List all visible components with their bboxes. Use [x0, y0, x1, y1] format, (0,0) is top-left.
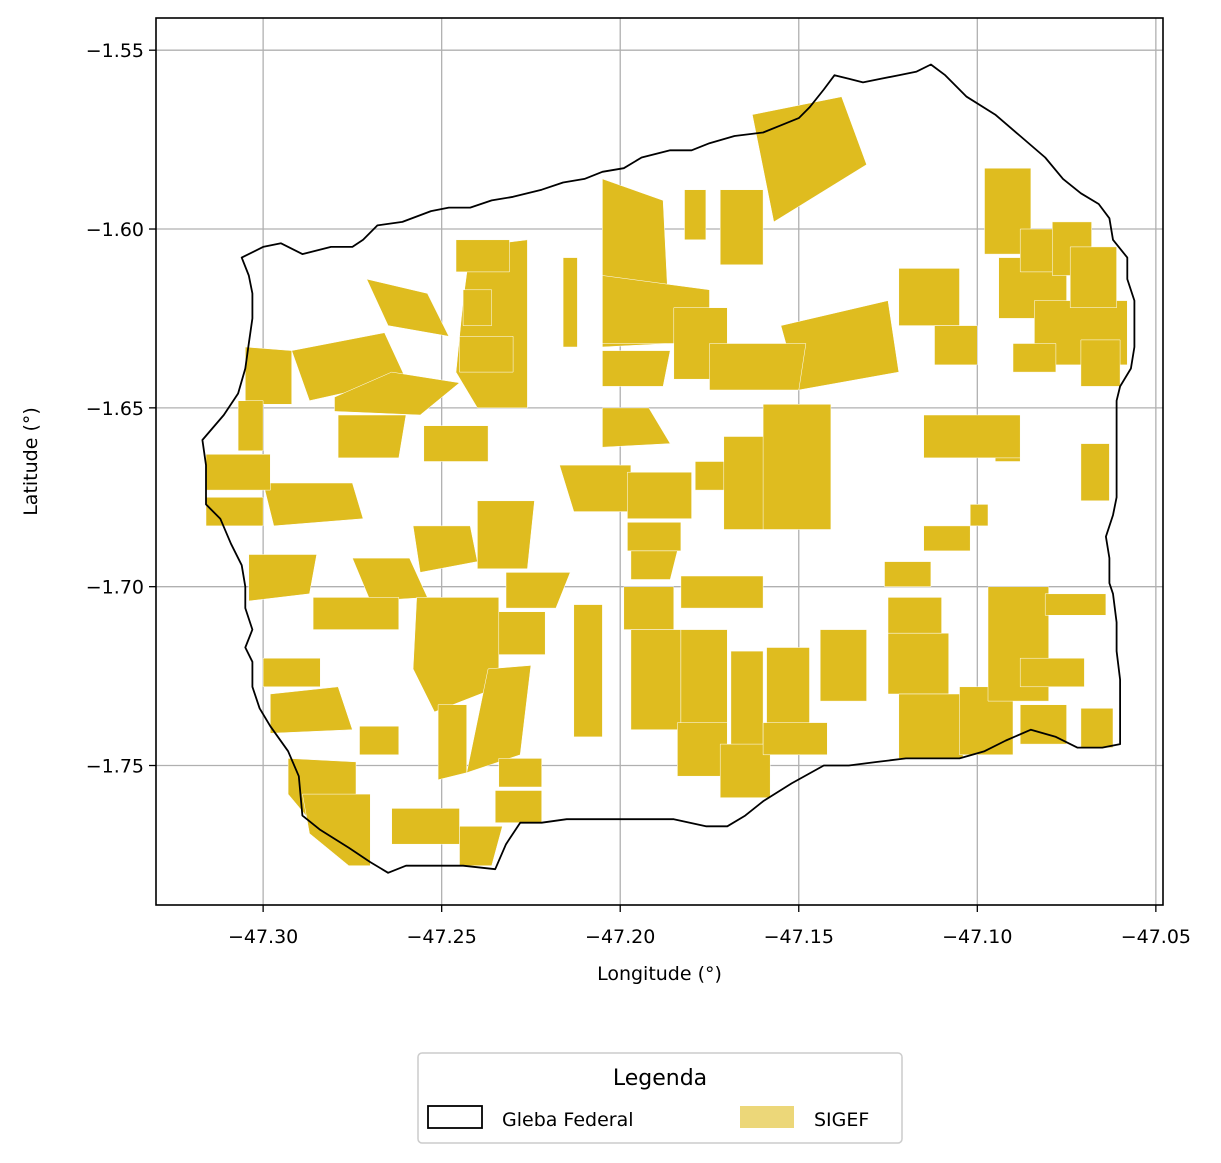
- sigef-parcel-61: [505, 572, 571, 609]
- sigef-parcel-28: [694, 461, 728, 491]
- sigef-parcel-22: [1012, 343, 1057, 373]
- sigef-parcel-80: [205, 497, 264, 527]
- sigef-parcel-60: [477, 500, 535, 570]
- sigef-parcel-81: [237, 400, 264, 452]
- sigef-parcel-72: [262, 657, 321, 688]
- gleba-federal-outline: [201, 63, 1136, 874]
- sigef-parcel-2: [245, 346, 292, 405]
- sigef-parcel-5: [562, 257, 578, 348]
- y-tick-label-3: −1.70: [86, 577, 144, 599]
- sigef-parcel-33: [623, 586, 675, 630]
- sigef-parcel-82: [337, 414, 407, 459]
- sigef-parcel-42: [762, 722, 828, 756]
- sigef-parcel-39: [680, 575, 764, 609]
- sigef-parcel-57: [923, 525, 971, 552]
- x-tick-label-4: −47.10: [942, 926, 1012, 948]
- sigef-parcel-31: [627, 522, 682, 552]
- sigef-parcel-17: [1019, 228, 1057, 273]
- sigef-parcel-36: [680, 629, 728, 727]
- sigef-parcel-64: [248, 554, 317, 602]
- sigef-parcel-37: [730, 650, 764, 748]
- sigef-parcel-67: [437, 704, 467, 781]
- sigef-parcel-40: [677, 722, 728, 777]
- sigef-parcel-20: [1069, 246, 1117, 308]
- sigef-parcel-46: [887, 632, 949, 695]
- y-tick-label-2: −1.65: [86, 398, 144, 420]
- sigef-parcels: [205, 96, 1128, 866]
- sigef-parcel-35: [573, 604, 603, 738]
- sigef-parcel-70: [498, 758, 542, 788]
- sigef-parcel-54: [1080, 443, 1110, 502]
- sigef-parcel-58: [923, 414, 1021, 459]
- sigef-parcel-86: [455, 239, 510, 273]
- y-tick-label-0: −1.55: [86, 40, 144, 62]
- sigef-parcel-52: [1019, 704, 1067, 745]
- legend-swatch-sigef: [740, 1106, 794, 1128]
- sigef-parcel-79: [205, 454, 271, 491]
- sigef-parcel-41: [719, 743, 771, 798]
- x-axis-label: Longitude (°): [597, 963, 722, 985]
- y-tick-label-1: −1.60: [86, 219, 144, 241]
- legend-title: Legenda: [613, 1066, 707, 1091]
- legend: Legenda Gleba Federal SIGEF: [417, 1052, 903, 1144]
- sigef-parcel-3: [334, 371, 461, 416]
- sigef-parcel-83: [423, 425, 489, 462]
- sigef-parcel-63: [312, 597, 400, 630]
- sigef-parcel-68: [498, 611, 546, 655]
- sigef-parcel-53: [1080, 708, 1114, 748]
- sigef-parcel-7: [684, 189, 707, 241]
- y-axis-label: Latitude (°): [20, 407, 42, 516]
- x-tick-label-0: −47.30: [228, 926, 298, 948]
- x-tick-label-2: −47.20: [585, 926, 655, 948]
- sigef-parcel-45: [887, 597, 942, 634]
- sigef-parcel-66: [412, 597, 500, 713]
- sigef-parcel-73: [270, 686, 353, 734]
- sigef-parcel-74: [359, 725, 400, 756]
- sigef-parcel-77: [391, 808, 460, 845]
- sigef-parcel-0: [366, 278, 450, 337]
- y-axis-ticks: −1.55 −1.60 −1.65 −1.70 −1.75: [86, 40, 156, 778]
- legend-swatch-gleba-federal: [427, 1105, 483, 1129]
- sigef-parcel-13: [898, 268, 960, 326]
- legend-label-gleba-federal: Gleba Federal: [502, 1109, 634, 1131]
- sigef-parcel-78: [459, 826, 503, 866]
- legend-label-sigef: SIGEF: [814, 1109, 869, 1131]
- sigef-parcel-76: [302, 793, 371, 866]
- sigef-parcel-14: [934, 325, 978, 366]
- sigef-parcel-24: [602, 350, 671, 387]
- sigef-parcel-30: [762, 404, 832, 530]
- x-tick-label-3: −47.15: [764, 926, 834, 948]
- sigef-parcel-47: [898, 693, 964, 759]
- sigef-parcel-69: [466, 665, 532, 774]
- x-tick-label-5: −47.05: [1121, 926, 1191, 948]
- x-tick-label-1: −47.25: [407, 926, 477, 948]
- gleba-federal-boundary: [201, 63, 1136, 874]
- x-axis-ticks: −47.30 −47.25 −47.20 −47.15 −47.10 −47.05: [228, 905, 1191, 948]
- sigef-parcel-50: [1019, 657, 1085, 688]
- sigef-parcel-44: [884, 561, 932, 587]
- sigef-parcel-27: [627, 471, 692, 519]
- sigef-parcel-43: [819, 629, 867, 702]
- sigef-parcel-32: [630, 550, 678, 580]
- sigef-parcel-65: [262, 482, 364, 527]
- sigef-parcel-8: [719, 189, 764, 266]
- sigef-parcel-25: [602, 407, 671, 448]
- sigef-parcel-23: [709, 343, 807, 391]
- sigef-parcel-84: [459, 336, 514, 373]
- sigef-parcel-51: [1044, 593, 1107, 616]
- axes-frame: [155, 17, 1164, 906]
- sigef-parcel-21: [1080, 339, 1121, 387]
- y-tick-label-4: −1.75: [86, 756, 144, 778]
- sigef-parcel-71: [494, 790, 542, 823]
- sigef-parcel-56: [969, 504, 989, 527]
- sigef-parcel-34: [630, 629, 682, 730]
- sigef-parcel-85: [462, 289, 492, 326]
- sigef-parcel-9: [752, 96, 867, 223]
